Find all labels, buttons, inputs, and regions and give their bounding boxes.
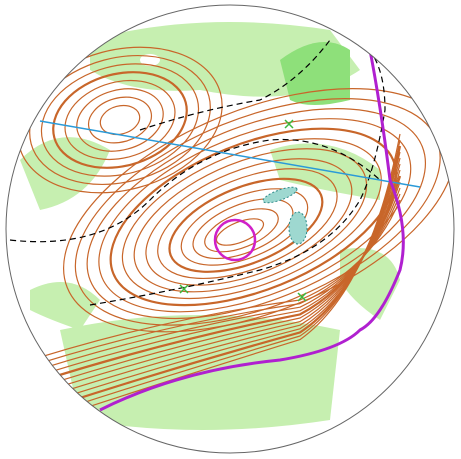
special-feature bbox=[179, 119, 307, 302]
track bbox=[9, 138, 381, 243]
contour bbox=[40, 63, 200, 177]
contour bbox=[29, 54, 211, 186]
contour bbox=[98, 118, 412, 313]
control-circle bbox=[213, 218, 257, 262]
contour bbox=[157, 168, 338, 280]
contour bbox=[76, 88, 164, 152]
map-border bbox=[5, 4, 455, 454]
contour bbox=[121, 138, 382, 300]
contour bbox=[86, 108, 427, 320]
contours bbox=[6, 46, 454, 437]
contour bbox=[145, 158, 353, 286]
contour bbox=[215, 218, 265, 246]
boundary bbox=[99, 39, 405, 412]
track bbox=[139, 39, 331, 131]
contour bbox=[204, 208, 279, 253]
contour bbox=[99, 104, 141, 136]
marsh bbox=[262, 186, 298, 204]
contour bbox=[52, 71, 188, 169]
contour bbox=[109, 127, 398, 307]
contour bbox=[87, 96, 153, 144]
contour bbox=[64, 79, 176, 161]
marsh bbox=[288, 211, 308, 245]
green-area bbox=[30, 282, 100, 330]
track bbox=[89, 39, 386, 306]
map-area bbox=[6, 22, 454, 437]
contour bbox=[133, 148, 368, 293]
green-area bbox=[270, 143, 380, 200]
contour bbox=[168, 177, 324, 273]
contour bbox=[180, 188, 309, 266]
stream bbox=[39, 120, 421, 188]
